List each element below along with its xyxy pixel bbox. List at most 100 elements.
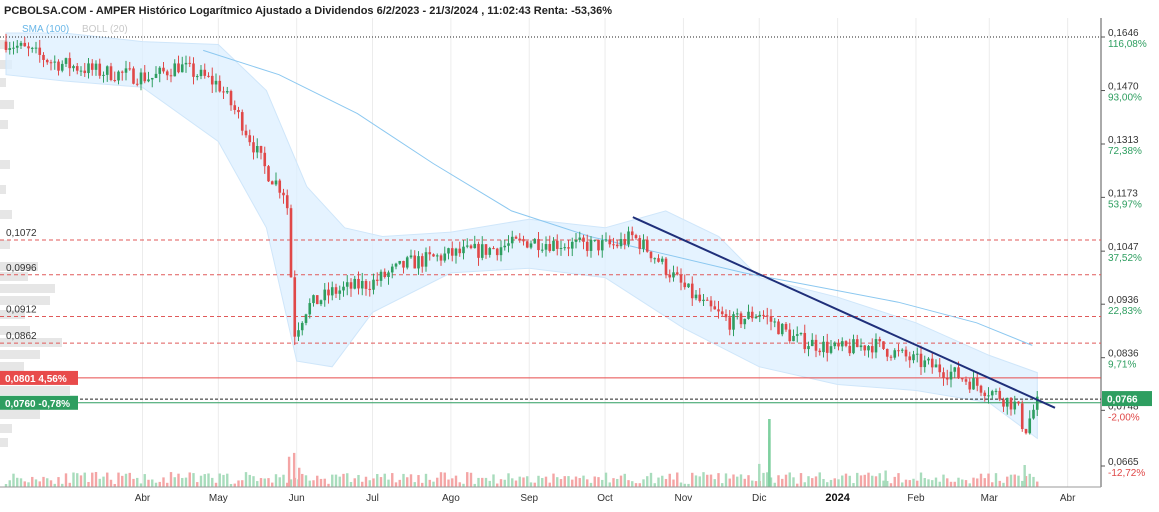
volume-bar — [904, 479, 908, 487]
candle-body — [702, 299, 705, 302]
volume-bar — [589, 482, 593, 487]
volume-bar — [619, 475, 623, 487]
volume-bar — [323, 478, 326, 487]
volume-bar — [121, 475, 124, 487]
candle-body — [297, 330, 300, 337]
candle-body — [19, 42, 23, 46]
candle-body — [904, 349, 908, 357]
candle-body — [72, 66, 75, 69]
volume-bar — [968, 483, 971, 487]
candle-body — [525, 241, 529, 248]
volume-bar — [16, 477, 19, 487]
volume-bar — [282, 474, 285, 487]
volume-bar — [612, 478, 615, 487]
volume-bar — [537, 475, 540, 487]
candle-body — [345, 282, 349, 287]
axis-pct-label: 93,00% — [1108, 93, 1142, 104]
volume-bar — [301, 473, 304, 487]
candle-body — [627, 231, 630, 245]
candle-body — [807, 346, 810, 350]
candle-body — [822, 341, 825, 353]
volume-bar — [139, 483, 143, 487]
volume-bar — [604, 472, 608, 487]
month-label: Mar — [981, 493, 999, 504]
candle-body — [983, 392, 987, 396]
volume-bar — [19, 478, 23, 487]
candle-body — [192, 63, 195, 77]
candle-body — [829, 346, 833, 353]
volume-bar — [64, 473, 68, 487]
volume-profile-bar — [0, 310, 25, 319]
volume-bar — [567, 476, 570, 487]
volume-bar — [432, 481, 435, 487]
volume-profile-bar — [0, 240, 10, 249]
volume-bar — [679, 482, 683, 487]
candle-body — [634, 235, 638, 239]
volume-bar — [368, 480, 371, 487]
volume-bar — [762, 472, 765, 487]
candle-body — [139, 72, 143, 85]
volume-bar — [361, 481, 364, 487]
candle-body — [252, 142, 255, 153]
downtrend-line — [632, 216, 1056, 409]
volume-bar — [784, 474, 788, 487]
volume-bar — [312, 480, 315, 487]
candle-body — [117, 71, 120, 81]
candle-body — [188, 62, 192, 64]
candle-body — [964, 379, 968, 382]
candle-body — [555, 240, 559, 249]
month-label: Abr — [1060, 493, 1076, 504]
candle-body — [68, 58, 72, 69]
candle-body — [398, 260, 402, 264]
candle-body — [559, 247, 563, 249]
volume-bar — [383, 473, 386, 487]
candle-body — [728, 317, 732, 330]
volume-bar — [559, 479, 563, 487]
month-label: Abr — [135, 493, 151, 504]
candle-body — [424, 252, 428, 267]
axis-price-label: 0,0665 — [1108, 457, 1139, 468]
candle-body — [203, 69, 207, 76]
volume-bar — [211, 477, 214, 487]
candle-body — [469, 245, 473, 249]
candle-body — [765, 315, 769, 317]
candle-body — [169, 75, 173, 77]
candle-body — [8, 48, 12, 50]
candle-body — [480, 244, 484, 258]
volume-bar — [203, 474, 206, 487]
candle-body — [270, 181, 274, 185]
level-label: 0,0912 — [6, 304, 37, 315]
volume-bar — [124, 473, 128, 487]
volume-bar — [106, 472, 109, 487]
candle-body — [867, 346, 870, 351]
current-price-box — [1102, 391, 1152, 407]
candle-body — [780, 323, 784, 335]
candle-body — [323, 289, 327, 301]
candle-body — [75, 66, 79, 71]
volume-bar — [709, 474, 713, 487]
candle-body — [657, 258, 660, 262]
volume-profile-bar — [0, 338, 62, 347]
volume-bar — [514, 480, 518, 487]
candle-body — [360, 281, 364, 289]
volume-bar — [477, 477, 480, 487]
volume-bar — [109, 479, 113, 487]
volume-bar — [721, 483, 724, 487]
volume-bar — [424, 473, 428, 487]
candle-body — [165, 71, 169, 76]
candle-body — [600, 240, 604, 251]
candle-body — [608, 239, 612, 245]
volume-bar — [1032, 476, 1035, 487]
volume-bar — [571, 479, 574, 487]
candle-body — [214, 80, 218, 85]
volume-bar — [811, 478, 814, 487]
candle-body — [990, 391, 994, 396]
volume-bar — [421, 482, 424, 487]
volume-bar — [934, 477, 938, 487]
candle-body — [499, 247, 503, 256]
volume-bar — [439, 472, 443, 487]
volume-bar — [751, 480, 754, 487]
volume-bar — [702, 472, 705, 487]
volume-bar — [376, 474, 379, 487]
candle-body — [844, 341, 848, 346]
